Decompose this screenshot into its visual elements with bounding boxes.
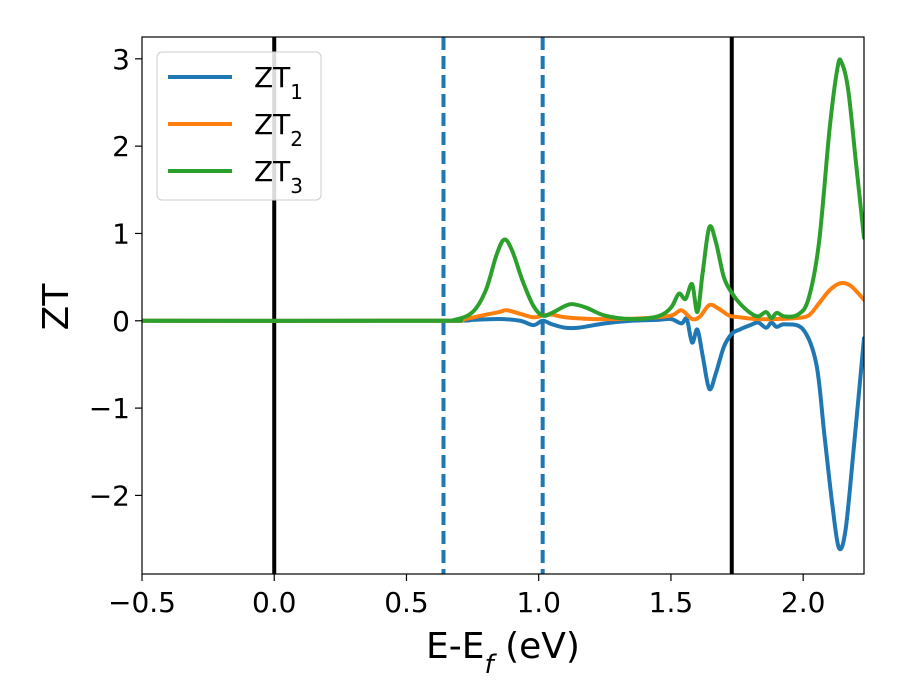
y-axis-label: ZT (36, 283, 77, 331)
y-axis-ticks: −2 −1 0 1 2 3 (89, 43, 142, 512)
series-line-2 (142, 280, 864, 323)
x-tick-label: −0.5 (108, 586, 176, 619)
x-axis-label: E-Ef (eV) (426, 626, 580, 680)
y-tick-label: 3 (112, 43, 130, 76)
series-lines (142, 57, 864, 552)
y-tick-label: 2 (112, 130, 130, 163)
x-axis-ticks: −0.5 0.0 0.5 1.0 1.5 2.0 (108, 574, 825, 619)
x-tick-label: 1.0 (516, 586, 561, 619)
y-tick-label: 0 (112, 305, 130, 338)
x-tick-label: 1.5 (649, 586, 694, 619)
y-tick-label: −2 (89, 479, 130, 512)
legend-label-3: ZT3 (254, 155, 303, 198)
y-tick-label: −1 (89, 392, 130, 425)
plot-frame (141, 36, 865, 575)
series-line-1 (142, 316, 864, 552)
legend-box (156, 51, 322, 201)
x-tick-label: 2.0 (781, 586, 826, 619)
legend-label-2: ZT2 (254, 108, 303, 151)
x-tick-label: 0.5 (384, 586, 429, 619)
series-line-3 (142, 57, 864, 323)
y-tick-label: 1 (112, 217, 130, 250)
reference-lines (272, 37, 734, 574)
x-tick-label: 0.0 (252, 586, 297, 619)
legend-label-1: ZT1 (254, 61, 303, 104)
